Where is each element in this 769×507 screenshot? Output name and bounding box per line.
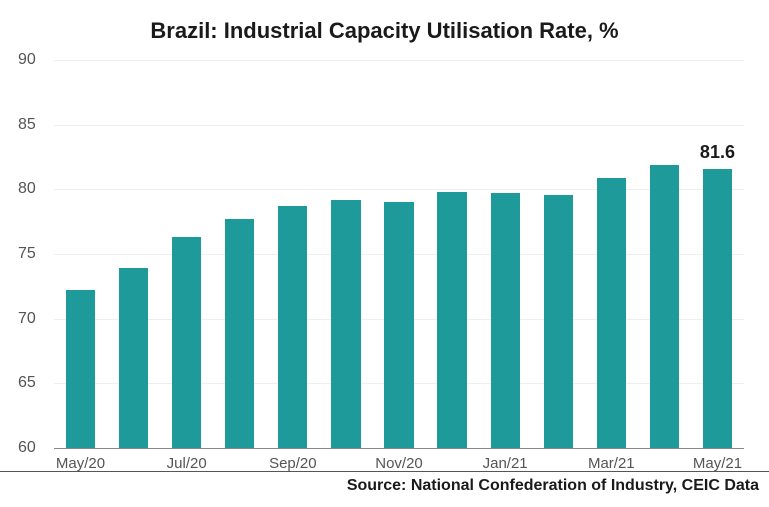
gridline (54, 60, 744, 61)
y-tick: 85 (18, 116, 36, 134)
x-tick: Jul/20 (167, 455, 207, 472)
y-tick: 80 (18, 180, 36, 198)
x-tick: May/20 (56, 455, 105, 472)
x-tick: May/21 (693, 455, 742, 472)
bar (66, 290, 95, 448)
y-tick: 70 (18, 310, 36, 328)
source-text: Source: National Confederation of Indust… (347, 477, 759, 495)
bar (119, 268, 148, 448)
y-tick: 60 (18, 439, 36, 457)
bar (491, 193, 520, 448)
bar (172, 237, 201, 448)
x-tick: Nov/20 (375, 455, 423, 472)
chart-title: Brazil: Industrial Capacity Utilisation … (0, 0, 769, 54)
bar (650, 165, 679, 448)
y-tick: 90 (18, 51, 36, 69)
bar (544, 195, 573, 448)
bar (384, 202, 413, 448)
bar (703, 169, 732, 448)
bar (331, 200, 360, 448)
source-divider (0, 471, 769, 472)
gridline (54, 189, 744, 190)
data-label: 81.6 (700, 142, 735, 163)
gridline (54, 125, 744, 126)
plot-area: 90858075706560May/20Jul/20Sep/20Nov/20Ja… (54, 60, 744, 449)
bar (597, 178, 626, 448)
x-tick: Sep/20 (269, 455, 317, 472)
x-tick: Jan/21 (483, 455, 528, 472)
bar (225, 219, 254, 448)
bar (278, 206, 307, 448)
x-tick: Mar/21 (588, 455, 635, 472)
y-tick: 65 (18, 374, 36, 392)
bar (437, 192, 466, 448)
y-tick: 75 (18, 245, 36, 263)
